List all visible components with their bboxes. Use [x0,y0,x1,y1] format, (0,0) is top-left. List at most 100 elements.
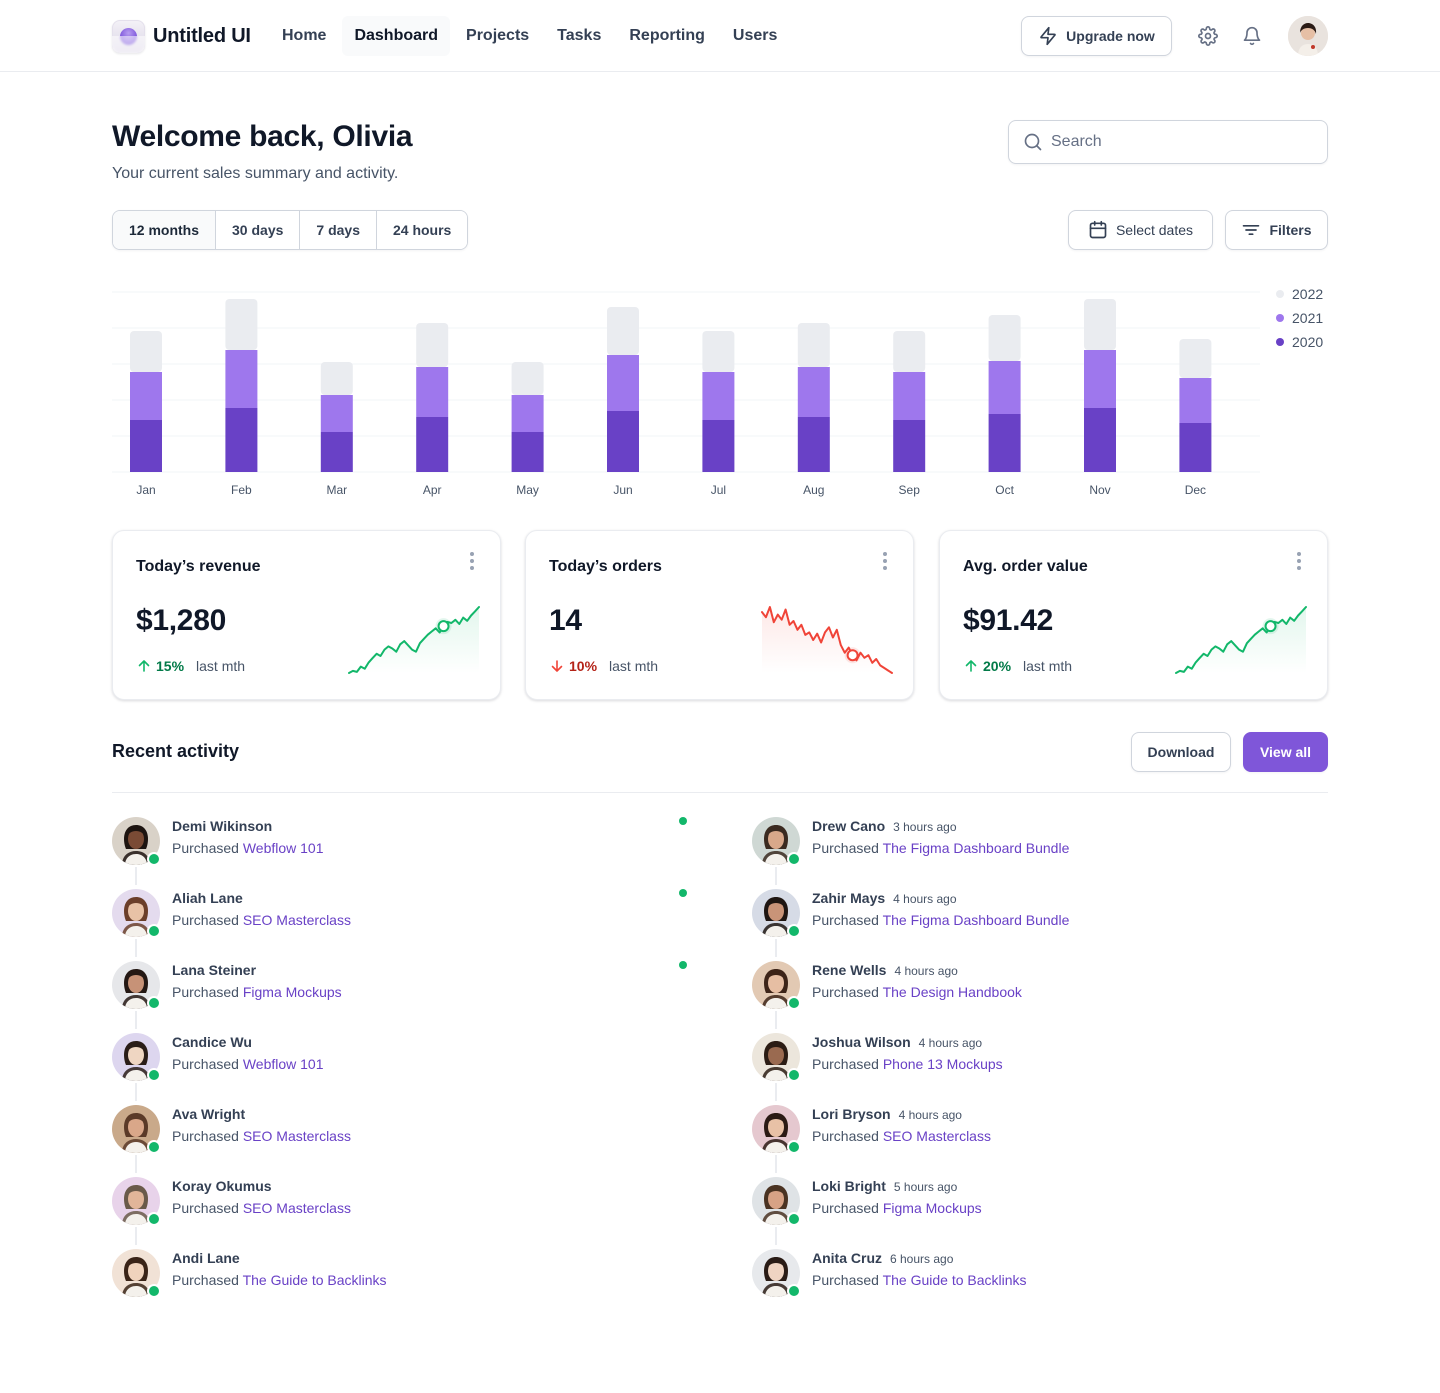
bar-jul-2020[interactable] [702,420,735,472]
bar-jan-2020[interactable] [130,420,162,472]
notifications-button[interactable] [1232,16,1272,56]
nav-item-users[interactable]: Users [732,27,778,44]
select-dates-button[interactable]: Select dates [1068,210,1213,250]
product-link[interactable]: SEO Masterclass [242,912,351,928]
product-link[interactable]: The Design Handbook [882,984,1022,1000]
nav-item-dashboard[interactable]: Dashboard [342,16,451,56]
range-7-days[interactable]: 7 days [300,211,377,249]
sparkline-highlight-point[interactable] [437,620,450,633]
activity-item[interactable]: Candice Wu Purchased Webflow 101 [112,1033,712,1105]
product-link[interactable]: The Guide to Backlinks [882,1272,1027,1288]
bar-dec-2020[interactable] [1179,423,1212,472]
activity-item[interactable]: Koray Okumus Purchased SEO Masterclass [112,1177,712,1249]
bar-oct-2021[interactable] [988,361,1021,414]
avatar[interactable] [752,1105,800,1153]
bar-nov-2020[interactable] [1084,408,1116,472]
avatar[interactable] [752,1177,800,1225]
activity-user-name: Andi Lane [172,1250,240,1266]
activity-item[interactable]: Loki Bright 5 hours ago Purchased Figma Mo… [752,1177,1352,1249]
product-link[interactable]: Figma Mockups [882,1200,982,1216]
activity-item[interactable]: Lori Bryson 4 hours ago Purchased SEO Mast… [752,1105,1352,1177]
bar-jun-2020[interactable] [607,411,639,472]
product-link[interactable]: SEO Masterclass [242,1200,351,1216]
activity-item[interactable]: Zahir Mays 4 hours ago Purchased The Figma… [752,889,1352,961]
bar-jul-2022[interactable] [702,331,735,372]
sparkline-highlight-point[interactable] [1264,620,1277,633]
product-link[interactable]: Figma Mockups [242,984,342,1000]
bar-nov-2022[interactable] [1084,299,1116,350]
bar-feb-2022[interactable] [225,299,258,350]
filters-button[interactable]: Filters [1225,210,1328,250]
nav-item-projects[interactable]: Projects [466,27,530,44]
product-link[interactable]: The Figma Dashboard Bundle [882,840,1070,856]
activity-item[interactable]: Anita Cruz 6 hours ago Purchased The Guide… [752,1249,1352,1321]
upgrade-now-button[interactable]: Upgrade now [1021,16,1172,56]
view-all-button[interactable]: View all [1243,732,1328,772]
bar-nov-2021[interactable] [1084,350,1116,408]
nav-item-tasks[interactable]: Tasks [557,27,602,44]
bar-aug-2020[interactable] [797,417,830,472]
bar-aug-2021[interactable] [797,367,830,417]
bar-jul-2021[interactable] [702,372,735,420]
product-link[interactable]: SEO Masterclass [882,1128,991,1144]
user-avatar[interactable] [1288,16,1328,56]
avatar[interactable] [112,1105,160,1153]
bar-feb-2021[interactable] [225,350,258,408]
bar-jan-2021[interactable] [130,372,162,420]
bar-mar-2022[interactable] [320,362,353,395]
range-30-days[interactable]: 30 days [216,211,301,249]
bar-dec-2021[interactable] [1179,378,1212,423]
activity-item[interactable]: Demi Wikinson Purchased Webflow 101 [112,817,712,889]
bar-oct-2020[interactable] [988,414,1021,472]
nav-item-reporting[interactable]: Reporting [629,27,705,44]
bar-dec-2022[interactable] [1179,339,1212,378]
search-input[interactable] [1051,133,1301,151]
bar-mar-2021[interactable] [320,395,353,432]
bar-jun-2021[interactable] [607,355,639,411]
bar-aug-2022[interactable] [797,323,830,367]
product-link[interactable]: Webflow 101 [242,840,324,856]
avatar[interactable] [752,817,800,865]
settings-button[interactable] [1188,16,1228,56]
avatar[interactable] [752,1249,800,1297]
product-link[interactable]: The Guide to Backlinks [242,1272,387,1288]
activity-item[interactable]: Andi Lane Purchased The Guide to Backlink… [112,1249,712,1321]
activity-item[interactable]: Aliah Lane Purchased SEO Masterclass [112,889,712,961]
activity-item[interactable]: Joshua Wilson 4 hours ago Purchased Phone … [752,1033,1352,1105]
activity-item[interactable]: Drew Cano 3 hours ago Purchased The Figma … [752,817,1352,889]
bar-oct-2022[interactable] [988,315,1021,361]
more-vertical-icon[interactable] [1289,551,1309,571]
search-box[interactable] [1008,120,1328,164]
more-vertical-icon[interactable] [875,551,895,571]
bar-may-2022[interactable] [511,362,544,395]
activity-header-row: Drew Cano 3 hours ago [812,818,1069,838]
activity-item[interactable]: Ava Wright Purchased SEO Masterclass [112,1105,712,1177]
product-link[interactable]: Phone 13 Mockups [882,1056,1003,1072]
activity-item[interactable]: Rene Wells 4 hours ago Purchased The Desig… [752,961,1352,1033]
bar-may-2020[interactable] [511,432,544,472]
download-button[interactable]: Download [1131,732,1231,772]
bar-may-2021[interactable] [511,395,544,432]
online-status-indicator [787,1284,801,1298]
bar-sep-2022[interactable] [893,331,926,372]
range-12-months[interactable]: 12 months [113,211,217,249]
bar-sep-2020[interactable] [893,420,926,472]
logo[interactable]: Untitled UI [112,20,251,53]
bar-sep-2021[interactable] [893,372,926,420]
range-24-hours[interactable]: 24 hours [376,211,468,249]
bar-jan-2022[interactable] [130,331,162,372]
sparkline-highlight-point[interactable] [846,649,859,662]
more-vertical-icon[interactable] [462,551,482,571]
nav-item-home[interactable]: Home [282,27,327,44]
bar-apr-2022[interactable] [416,323,449,367]
bar-apr-2021[interactable] [416,367,449,417]
product-link[interactable]: SEO Masterclass [242,1128,351,1144]
activity-item[interactable]: Lana Steiner Purchased Figma Mockups [112,961,712,1033]
bar-mar-2020[interactable] [320,432,353,472]
product-link[interactable]: The Figma Dashboard Bundle [882,912,1070,928]
product-link[interactable]: Webflow 101 [242,1056,324,1072]
bar-jun-2022[interactable] [607,307,639,355]
timeline-connector [135,1083,137,1101]
bar-apr-2020[interactable] [416,417,449,472]
bar-feb-2020[interactable] [225,408,258,472]
